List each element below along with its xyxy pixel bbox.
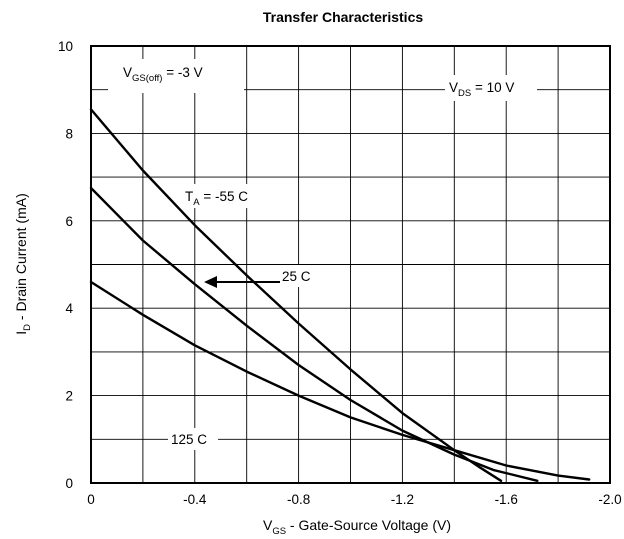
x-tick-label: -1.2 xyxy=(391,492,414,507)
arrow-25c-head xyxy=(204,276,217,288)
vds-annotation: VDS = 10 V xyxy=(449,80,514,99)
y-tick-label: 6 xyxy=(65,214,73,229)
chart-title: Transfer Characteristics xyxy=(263,9,424,25)
t25-annotation: 25 C xyxy=(282,269,311,284)
vds-label-bg xyxy=(445,75,537,101)
y-axis-label: ID - Drain Current (mA) xyxy=(13,193,33,334)
series-line-0 xyxy=(89,108,503,482)
series-line-1 xyxy=(89,186,539,482)
x-tick-label: -0.8 xyxy=(287,492,310,507)
y-tick-label: 10 xyxy=(58,39,73,54)
vgs-off-label-bg xyxy=(108,59,244,93)
y-tick-label: 0 xyxy=(65,476,73,491)
y-tick-label: 2 xyxy=(65,389,73,404)
x-tick-labels: 0 -0.4 -0.8 -1.2 -1.6 -2.0 xyxy=(87,492,621,507)
series-group xyxy=(89,108,591,482)
t125-label-bg xyxy=(168,428,218,450)
ta-label-bg xyxy=(181,184,265,208)
t125-annotation: 125 C xyxy=(171,432,207,447)
y-tick-label: 4 xyxy=(65,301,73,316)
y-tick-labels: 0 2 4 6 8 10 xyxy=(58,39,74,491)
x-tick-label: -1.6 xyxy=(495,492,518,507)
y-tick-label: 8 xyxy=(65,126,73,141)
x-tick-label: -2.0 xyxy=(598,492,621,507)
x-tick-label: 0 xyxy=(87,492,95,507)
plot-frame xyxy=(90,45,611,484)
vgs-off-annotation: VGS(off) = -3 V xyxy=(123,65,203,84)
x-tick-label: -0.4 xyxy=(183,492,207,507)
ta-annotation: TA = -55 C xyxy=(185,189,248,208)
series-line-2 xyxy=(89,280,591,481)
t25-label-bg xyxy=(280,265,318,287)
x-axis-label: VGS - Gate-Source Voltage (V) xyxy=(263,517,451,537)
